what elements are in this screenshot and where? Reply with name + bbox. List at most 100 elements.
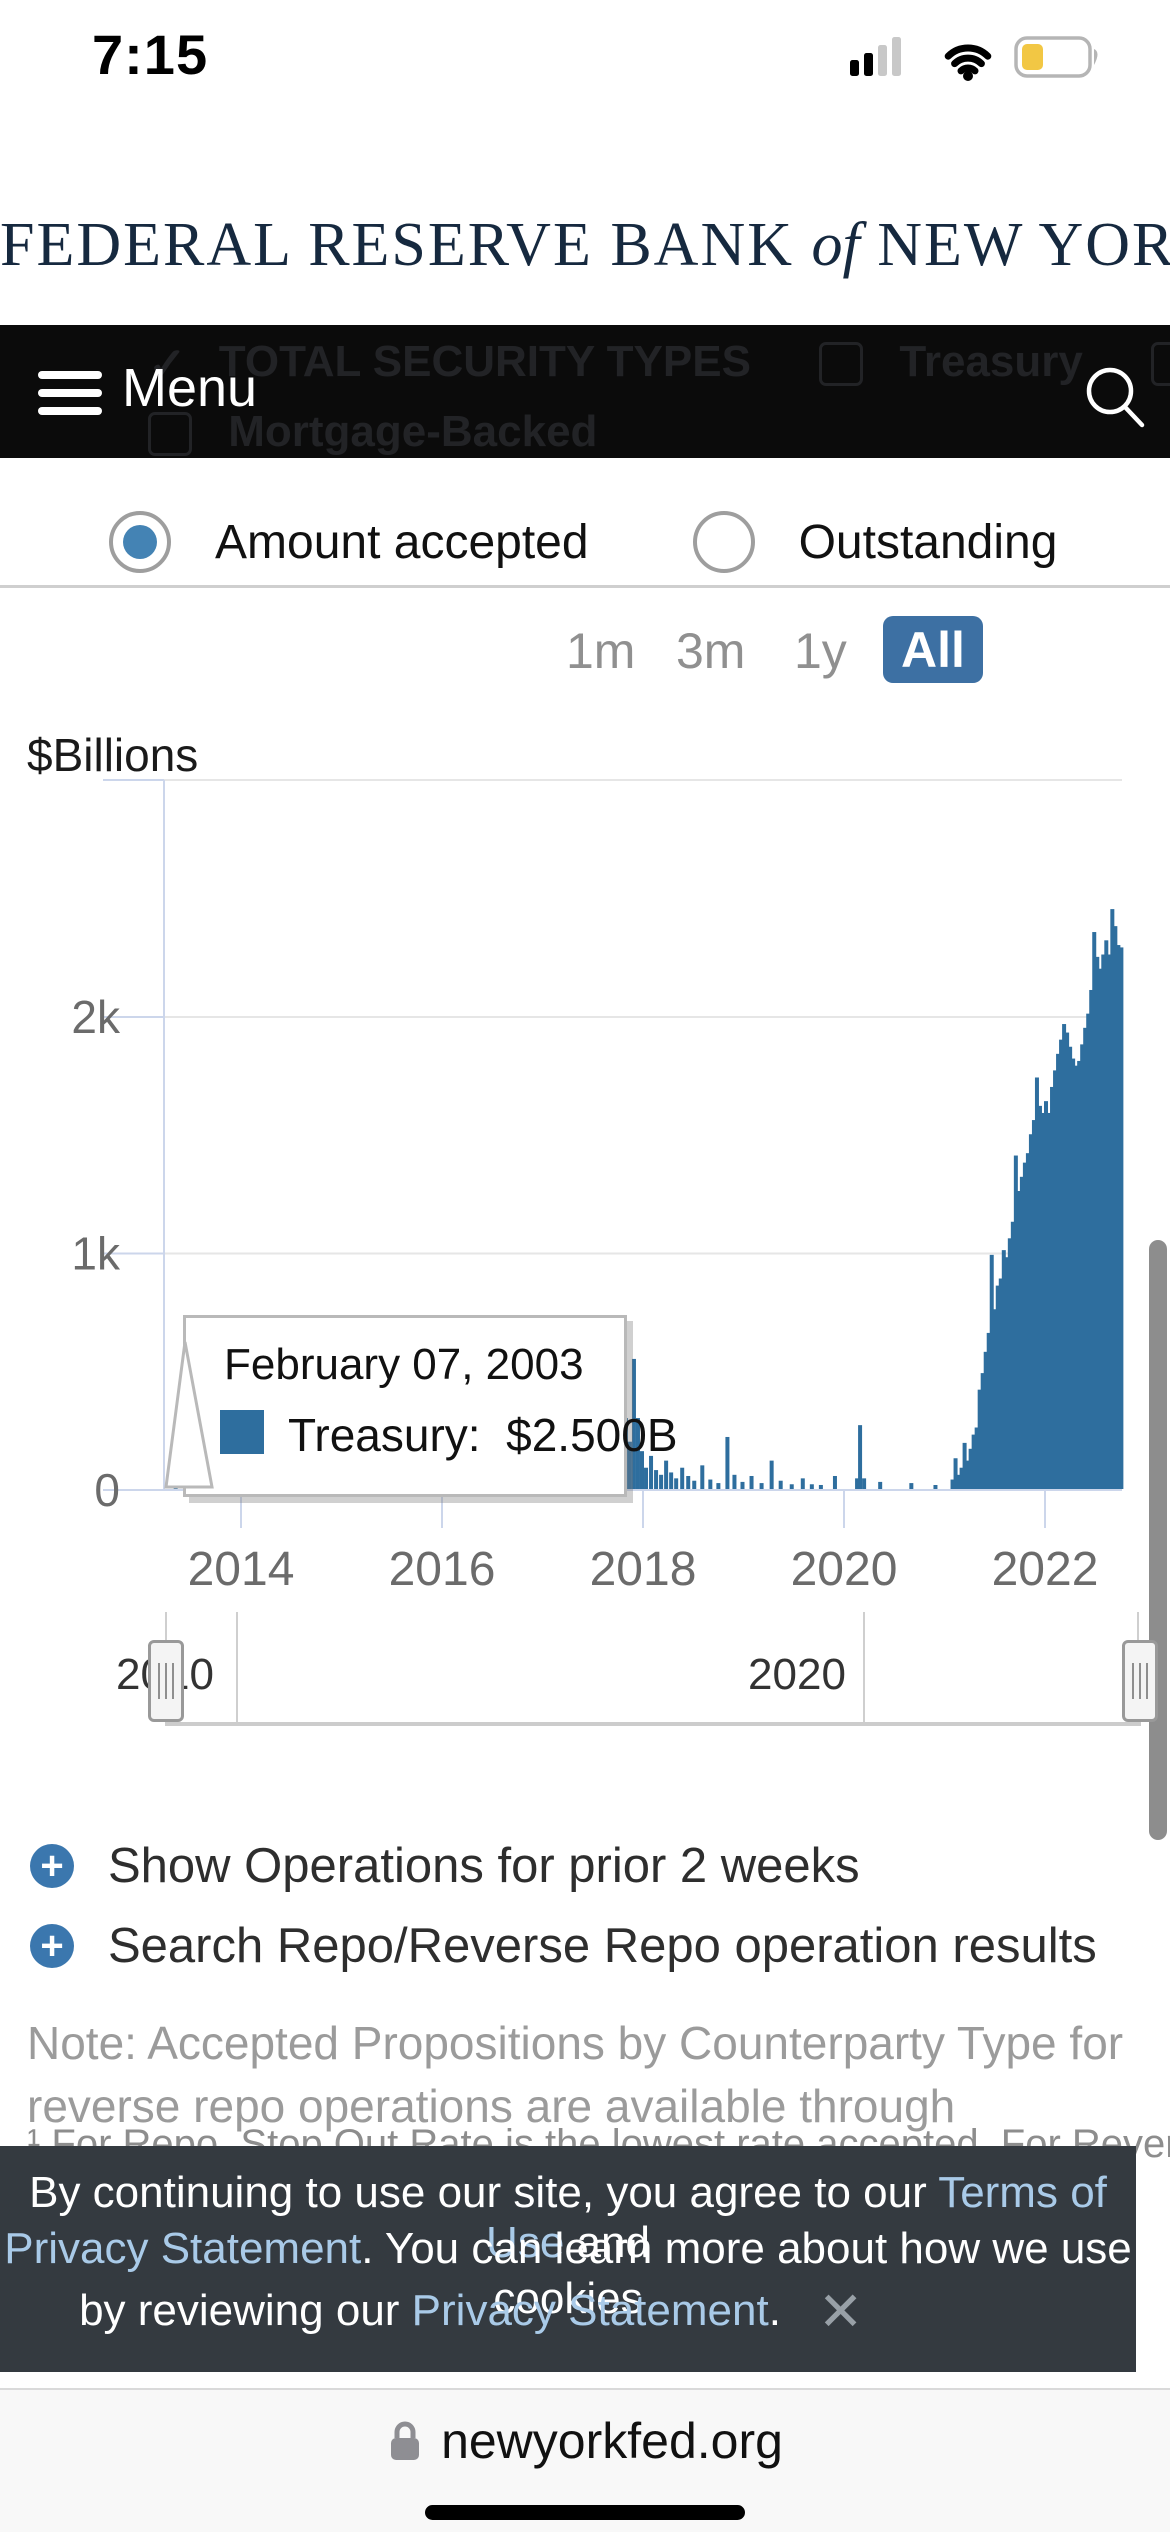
bar[interactable] [1037,1105,1042,1489]
bar[interactable] [778,1480,783,1489]
bar[interactable] [1086,1013,1091,1489]
bar[interactable] [1104,940,1109,1489]
bar[interactable] [1013,1155,1018,1489]
bar[interactable] [968,1448,973,1489]
bar[interactable] [959,1467,964,1489]
bar[interactable] [1089,989,1094,1489]
bar[interactable] [700,1465,705,1489]
bar[interactable] [1083,1027,1088,1489]
bar[interactable] [1068,1046,1073,1489]
bar[interactable] [862,1478,867,1489]
bar[interactable] [1050,1086,1055,1489]
bar[interactable] [1001,1250,1006,1489]
bar[interactable] [740,1481,745,1489]
navigator-right-handle[interactable] [1122,1640,1158,1722]
bar[interactable] [858,1425,863,1489]
bar[interactable] [992,1309,997,1489]
bar[interactable] [809,1484,814,1489]
bar[interactable] [1059,1039,1064,1489]
bar[interactable] [855,1478,860,1489]
bar[interactable] [832,1475,837,1489]
bar[interactable] [732,1474,737,1489]
bar[interactable] [1028,1134,1033,1489]
bar[interactable] [998,1278,1003,1489]
bar[interactable] [933,1485,938,1489]
bar[interactable] [789,1484,794,1489]
banner-close-icon[interactable]: ✕ [818,2282,864,2342]
page-scrollbar[interactable] [1149,1240,1167,1840]
bar[interactable] [680,1467,685,1489]
hamburger-menu-icon[interactable] [38,371,102,415]
bar[interactable] [800,1478,805,1489]
bar[interactable] [631,1358,636,1489]
range-3m-button[interactable]: 3m [676,623,746,679]
bar[interactable] [977,1389,982,1489]
bar[interactable] [1053,1070,1058,1489]
bar[interactable] [627,1441,632,1489]
bar[interactable] [1101,954,1106,1489]
bar[interactable] [1107,954,1112,1489]
bar[interactable] [971,1434,976,1489]
bar[interactable] [1119,947,1124,1489]
search-icon[interactable] [1080,363,1150,429]
range-1y-button[interactable]: 1y [794,623,847,679]
menu-button[interactable]: Menu [122,358,258,418]
bar[interactable] [1116,945,1121,1489]
bar[interactable] [1016,1191,1021,1489]
bar[interactable] [1044,1101,1049,1489]
bar[interactable] [708,1479,713,1489]
home-indicator[interactable] [425,2505,745,2520]
terms-of-use-link[interactable]: Terms of Use [486,2168,1107,2267]
bar[interactable] [1004,1257,1009,1489]
bar[interactable] [1110,909,1115,1489]
bar[interactable] [1040,1112,1045,1489]
bar[interactable] [1062,1024,1067,1489]
bar[interactable] [1025,1153,1030,1489]
bar[interactable] [1047,1112,1052,1489]
radio-outstanding[interactable] [692,511,755,573]
bar[interactable] [1098,968,1103,1489]
radio-amount-accepted[interactable] [109,511,171,573]
bar[interactable] [716,1483,721,1489]
address-bar-url[interactable]: newyorkfed.org [441,2413,783,2469]
bar[interactable] [965,1460,970,1489]
bar[interactable] [686,1475,691,1489]
bar[interactable] [989,1254,994,1489]
bar[interactable] [669,1472,674,1489]
bar[interactable] [769,1460,774,1489]
bar[interactable] [1077,1060,1082,1489]
range-all-button[interactable]: All [883,616,983,683]
bar[interactable] [995,1285,1000,1489]
show-operations-link[interactable]: + Show Operations for prior 2 weeks [30,1838,860,1894]
bar[interactable] [878,1481,883,1489]
bar[interactable] [1010,1221,1015,1489]
bar[interactable] [692,1480,697,1489]
bar[interactable] [1022,1162,1027,1489]
bar[interactable] [1007,1238,1012,1489]
bar[interactable] [635,1418,640,1489]
bar[interactable] [1113,926,1118,1489]
bar[interactable] [1034,1077,1039,1489]
bar[interactable] [725,1436,730,1489]
bar[interactable] [759,1483,764,1489]
bar[interactable] [962,1442,967,1489]
bar[interactable] [1095,956,1100,1489]
bar[interactable] [983,1351,988,1489]
bar[interactable] [818,1484,823,1489]
bar[interactable] [654,1470,659,1489]
navigator-left-handle[interactable] [148,1640,184,1722]
privacy-statement-link2[interactable]: Privacy Statement [411,2286,769,2335]
bar[interactable] [1019,1176,1024,1489]
bar[interactable] [974,1427,979,1489]
privacy-statement-link[interactable]: Privacy Statement [4,2224,362,2273]
range-1m-button[interactable]: 1m [566,623,636,679]
search-repo-link[interactable]: + Search Repo/Reverse Repo operation res… [30,1918,1097,1974]
bar[interactable] [1056,1053,1061,1489]
bar[interactable] [956,1474,961,1489]
bar[interactable] [986,1332,991,1489]
bar[interactable] [664,1460,669,1489]
bar[interactable] [659,1474,664,1489]
bar[interactable] [953,1458,958,1489]
bar[interactable] [1092,932,1097,1489]
bar[interactable] [644,1467,649,1489]
